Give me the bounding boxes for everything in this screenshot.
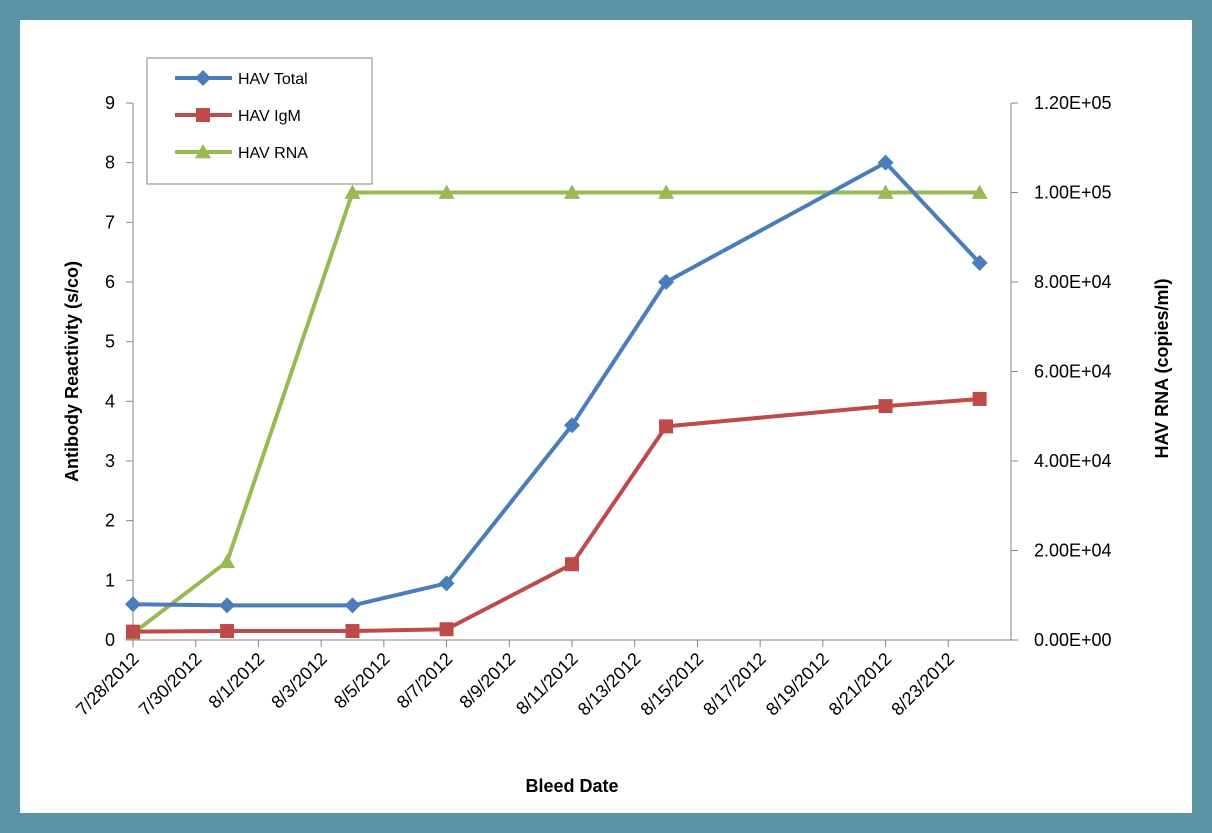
legend-label: HAV IgM: [238, 108, 301, 125]
legend-swatch-marker: [195, 70, 211, 86]
data-point-hav-total: [125, 596, 141, 613]
x-tick-label: 8/15/2012: [636, 649, 707, 720]
x-tick-label: 8/23/2012: [887, 649, 958, 720]
data-point-hav-igm: [659, 419, 674, 434]
y2-tick-label: 8.00E+04: [1034, 272, 1112, 292]
series-hav-total: [125, 154, 988, 614]
legend-entry-hav-igm: HAV IgM: [175, 108, 301, 125]
data-point-hav-rna: [219, 553, 236, 569]
y-tick-label: 4: [105, 391, 115, 411]
x-tick-label: 8/9/2012: [455, 649, 519, 713]
series-line-hav-rna: [131, 190, 980, 635]
x-tick-label: 8/17/2012: [699, 649, 770, 720]
x-tick-label: 8/5/2012: [330, 649, 394, 713]
data-point-hav-total: [344, 597, 361, 614]
y2-tick-label: 6.00E+04: [1034, 362, 1112, 382]
data-point-hav-total: [219, 597, 236, 614]
data-point-hav-igm: [126, 624, 140, 639]
x-tick-label: 7/30/2012: [135, 649, 206, 720]
legend-swatch-marker: [195, 144, 211, 159]
data-point-hav-rna: [344, 184, 361, 199]
data-point-hav-rna: [564, 184, 580, 199]
series-layer: [125, 154, 988, 640]
legend: HAV Total HAV IgM HAV RNA: [146, 57, 373, 185]
x-tick-label: 8/7/2012: [393, 649, 457, 713]
y-tick-label: 2: [105, 511, 115, 531]
legend-swatch-marker: [196, 108, 210, 122]
y2-tick-label: 1.20E+05: [1034, 93, 1112, 113]
x-tick-label: 7/28/2012: [72, 649, 143, 720]
data-point-hav-rna: [658, 184, 675, 199]
y-tick-label: 6: [105, 272, 115, 292]
data-point-hav-igm: [565, 557, 579, 572]
x-tick-label: 8/13/2012: [574, 649, 645, 720]
data-point-hav-rna: [877, 184, 894, 199]
y-tick-label: 0: [105, 630, 115, 650]
data-point-hav-total: [877, 154, 894, 171]
data-point-hav-rna: [971, 184, 988, 199]
data-point-hav-total: [971, 254, 988, 271]
series-line-hav-igm: [132, 396, 980, 634]
data-point-hav-total: [438, 575, 455, 592]
x-tick-label: 8/11/2012: [512, 649, 582, 719]
data-point-hav-igm: [345, 624, 360, 639]
y2-tick-label: 4.00E+04: [1034, 451, 1112, 471]
y-tick-label: 7: [105, 212, 115, 232]
data-point-hav-total: [564, 417, 580, 434]
series-line-hav-total: [132, 160, 982, 608]
data-point-hav-igm: [972, 391, 987, 406]
y-tick-label: 5: [105, 332, 115, 352]
legend-entry-hav-total: HAV Total: [175, 70, 308, 88]
data-point-hav-rna: [438, 184, 455, 199]
y-tick-label: 9: [105, 93, 115, 113]
y2-tick-label: 2.00E+04: [1034, 541, 1112, 561]
legend-label: HAV RNA: [238, 145, 308, 162]
x-tick-label: 8/21/2012: [825, 649, 896, 720]
y-tick-label: 3: [105, 451, 115, 471]
x-tick-label: 8/1/2012: [205, 649, 269, 713]
y-axis-title: Antibody Reactivity (s/co): [62, 261, 82, 482]
data-point-hav-igm: [439, 622, 454, 637]
x-axis-title: Bleed Date: [525, 776, 618, 796]
data-point-hav-igm: [220, 624, 235, 639]
y-tick-label: 8: [105, 153, 115, 173]
data-point-hav-total: [658, 274, 675, 290]
y2-axis-title: HAV RNA (copies/ml): [1152, 278, 1172, 458]
y2-tick-label: 0.00E+00: [1034, 630, 1112, 650]
legend-label: HAV Total: [238, 71, 308, 88]
y-tick-label: 1: [105, 570, 115, 590]
legend-entry-hav-rna: HAV RNA: [175, 144, 308, 162]
data-point-hav-igm: [878, 399, 893, 414]
y2-tick-label: 1.00E+05: [1034, 183, 1112, 203]
x-tick-label: 8/3/2012: [267, 649, 331, 713]
x-tick-label: 8/19/2012: [762, 649, 833, 720]
series-hav-igm: [126, 391, 987, 639]
